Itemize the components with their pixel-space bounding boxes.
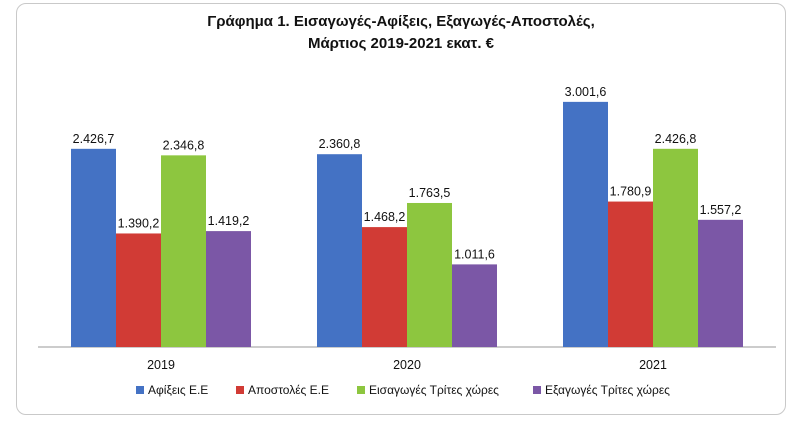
legend-swatch-1 — [136, 386, 144, 394]
data-label-2021-series-3: 2.426,8 — [655, 132, 697, 146]
bar-2021-series-3 — [653, 148, 698, 347]
legend-swatch-4 — [533, 386, 541, 394]
chart-title: Γράφημα 1. Εισαγωγές-Αφίξεις, Εξαγωγές-Α… — [207, 13, 595, 30]
chart-subtitle: Μάρτιος 2019-2021 εκατ. € — [307, 35, 495, 52]
data-label-2020-series-1: 2.360,8 — [319, 137, 361, 151]
bar-2020-series-4 — [452, 264, 497, 347]
legend-swatch-3 — [357, 386, 365, 394]
bar-2021-series-2 — [608, 201, 653, 347]
bar-2021-series-1 — [563, 101, 608, 348]
x-tick-label-2020: 2020 — [393, 358, 421, 372]
x-tick-label-2021: 2021 — [639, 358, 667, 372]
data-label-2021-series-2: 1.780,9 — [610, 185, 652, 199]
chart-title-block: Γράφημα 1. Εισαγωγές-Αφίξεις, Εξαγωγές-Α… — [16, 11, 786, 55]
bar-2020-series-2 — [362, 227, 407, 347]
data-label-2020-series-4: 1.011,6 — [454, 247, 495, 261]
bar-2020-series-3 — [407, 202, 452, 347]
data-label-2020-series-2: 1.468,2 — [364, 210, 406, 224]
data-label-2019-series-2: 1.390,2 — [118, 216, 160, 230]
bar-2019-series-2 — [116, 233, 161, 347]
data-label-2019-series-4: 1.419,2 — [208, 214, 250, 228]
legend-label-1: Αφίξεις Ε.Ε — [148, 383, 208, 397]
bar-2019-series-4 — [206, 231, 251, 347]
bar-2021-series-4 — [698, 219, 743, 347]
data-label-2021-series-4: 1.557,2 — [700, 203, 742, 217]
data-label-2021-series-1: 3.001,6 — [565, 85, 607, 99]
legend-label-4: Εξαγωγές Τρίτες χώρες — [545, 383, 670, 397]
x-tick-label-2019: 2019 — [147, 358, 175, 372]
bar-2019-series-3 — [161, 155, 206, 347]
bar-2020-series-1 — [317, 154, 362, 347]
data-label-2019-series-3: 2.346,8 — [163, 138, 205, 152]
legend-label-3: Εισαγωγές Τρίτες χώρες — [369, 383, 499, 397]
bar-2019-series-1 — [71, 148, 116, 347]
data-label-2019-series-1: 2.426,7 — [73, 132, 115, 146]
data-label-2020-series-3: 1.763,5 — [409, 186, 451, 200]
legend-swatch-2 — [236, 386, 244, 394]
legend-label-2: Αποστολές Ε.Ε — [248, 383, 329, 397]
